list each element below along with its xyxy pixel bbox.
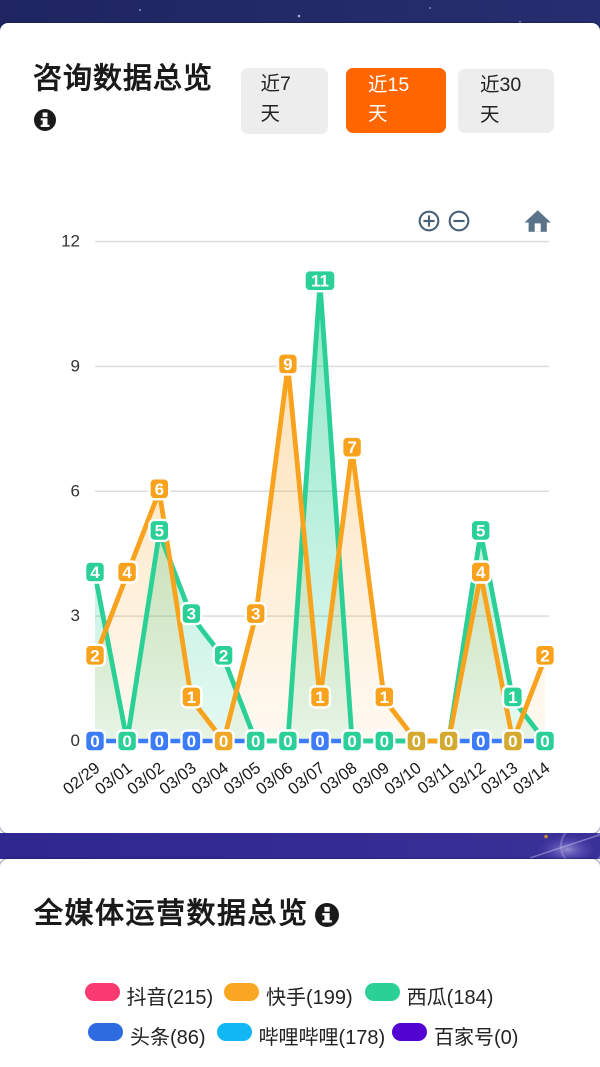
svg-text:0: 0	[90, 732, 99, 751]
svg-text:12: 12	[61, 232, 80, 251]
svg-text:2: 2	[540, 646, 549, 665]
svg-text:0: 0	[315, 732, 324, 751]
svg-text:03/13: 03/13	[478, 759, 522, 799]
svg-text:1: 1	[315, 688, 324, 707]
svg-text:0: 0	[412, 732, 421, 751]
svg-text:0: 0	[347, 732, 356, 751]
svg-text:11: 11	[311, 272, 329, 291]
svg-text:0: 0	[251, 732, 260, 751]
svg-text:6: 6	[71, 481, 80, 500]
svg-text:03/14: 03/14	[510, 759, 554, 799]
svg-text:1: 1	[187, 688, 196, 707]
svg-text:4: 4	[122, 563, 132, 582]
svg-text:1: 1	[380, 688, 389, 707]
svg-text:6: 6	[155, 480, 164, 499]
svg-text:2: 2	[219, 646, 228, 665]
svg-text:03/05: 03/05	[221, 759, 265, 799]
svg-text:0: 0	[540, 732, 549, 751]
svg-text:7: 7	[347, 438, 356, 457]
svg-text:0: 0	[187, 732, 196, 751]
svg-text:03/10: 03/10	[381, 759, 425, 799]
svg-text:03/09: 03/09	[349, 759, 393, 799]
svg-text:2: 2	[90, 646, 99, 665]
svg-text:1: 1	[508, 688, 517, 707]
svg-text:03/12: 03/12	[446, 759, 490, 799]
svg-text:3: 3	[251, 605, 260, 624]
svg-text:9: 9	[283, 355, 292, 374]
svg-text:4: 4	[90, 563, 100, 582]
svg-text:03/04: 03/04	[188, 759, 232, 799]
svg-text:4: 4	[476, 563, 486, 582]
svg-text:03/06: 03/06	[253, 759, 297, 799]
svg-text:03/01: 03/01	[92, 759, 136, 799]
svg-text:0: 0	[476, 732, 485, 751]
svg-text:0: 0	[71, 731, 80, 750]
svg-text:03/02: 03/02	[124, 759, 168, 799]
svg-text:9: 9	[71, 356, 80, 375]
svg-text:0: 0	[155, 732, 164, 751]
svg-text:0: 0	[122, 732, 131, 751]
svg-text:3: 3	[187, 605, 196, 624]
svg-text:0: 0	[444, 732, 453, 751]
svg-text:0: 0	[380, 732, 389, 751]
svg-text:0: 0	[508, 732, 517, 751]
svg-text:02/29: 02/29	[60, 759, 104, 799]
svg-text:3: 3	[71, 606, 80, 625]
svg-text:03/07: 03/07	[285, 759, 329, 799]
svg-text:0: 0	[283, 732, 292, 751]
svg-text:0: 0	[219, 732, 228, 751]
svg-text:5: 5	[155, 521, 164, 540]
svg-text:03/08: 03/08	[317, 759, 361, 799]
svg-text:03/03: 03/03	[156, 759, 200, 799]
svg-text:5: 5	[476, 521, 485, 540]
